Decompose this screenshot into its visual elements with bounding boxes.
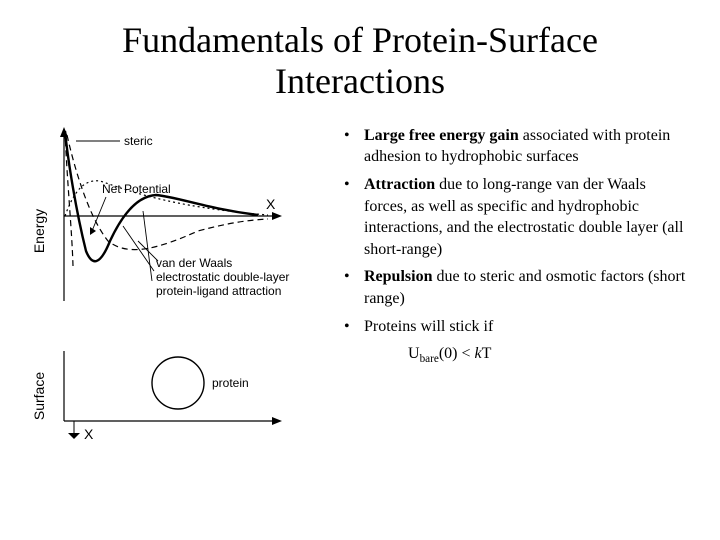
eq-U: U (408, 345, 420, 362)
bullet-3-bold: Repulsion (364, 268, 432, 285)
slide-title: Fundamentals of Protein-Surface Interact… (28, 20, 692, 103)
bullet-2: Attraction due to long-range van der Waa… (338, 174, 692, 260)
pla-label: protein-ligand attraction (156, 284, 281, 298)
bullet-1-bold: Large free energy gain (364, 127, 519, 144)
surface-plot: Surface X protein (28, 341, 318, 451)
text-column: Large free energy gain associated with p… (338, 121, 692, 451)
protein-circle (152, 357, 204, 409)
net-potential-label: Net Potential (102, 182, 171, 196)
bullet-3: Repulsion due to steric and osmotic fact… (338, 266, 692, 309)
content-row: Energy X steric Net Potential van der Wa… (28, 121, 692, 451)
title-line-1: Fundamentals of Protein-Surface (122, 20, 598, 60)
eq-T: T (482, 345, 492, 362)
bullet-4-text: Proteins will stick if (364, 318, 493, 335)
energy-y-label: Energy (31, 209, 47, 253)
bullet-2-bold: Attraction (364, 176, 435, 193)
eq-k: k (475, 345, 482, 362)
surface-x-label: X (84, 426, 94, 442)
bullet-list: Large free energy gain associated with p… (338, 125, 692, 337)
figure-column: Energy X steric Net Potential van der Wa… (28, 121, 318, 451)
eq-post: (0) < (439, 345, 475, 362)
energy-plot: Energy X steric Net Potential van der Wa… (28, 121, 318, 341)
bullet-4: Proteins will stick if (338, 316, 692, 338)
bullet-4-equation: Ubare(0) < kT (338, 343, 692, 367)
edl-label: electrostatic double-layer (156, 270, 289, 284)
surface-y-label: Surface (31, 371, 47, 419)
eq-sub: bare (420, 353, 439, 365)
energy-x-label: X (266, 196, 276, 212)
vdw-label: van der Waals (156, 256, 232, 270)
bullet-1: Large free energy gain associated with p… (338, 125, 692, 168)
protein-label: protein (212, 376, 249, 390)
title-line-2: Interactions (275, 61, 445, 101)
steric-label: steric (124, 134, 153, 148)
